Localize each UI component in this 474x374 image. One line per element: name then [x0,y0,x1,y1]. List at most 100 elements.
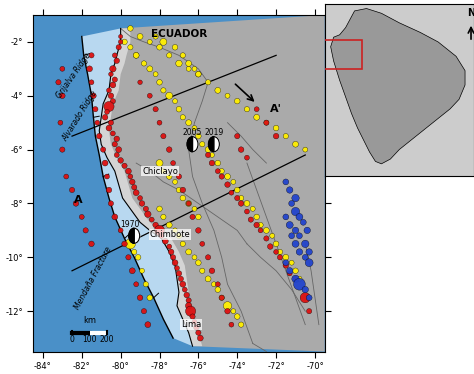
Point [140,308,148,314]
Point [185,200,192,206]
Point [115,44,122,50]
Point [253,222,261,228]
Point [204,276,212,282]
Point [181,286,189,292]
Point [88,241,95,247]
Point [101,160,109,166]
Point [296,281,303,287]
Point [228,190,235,196]
Point [105,187,113,193]
Point [107,200,115,206]
Point [234,98,241,104]
Point [115,147,122,153]
Wedge shape [209,137,214,152]
Point [286,222,293,228]
Point [171,98,179,104]
Point [243,200,251,206]
Point [165,222,173,228]
Point [165,93,173,99]
Point [300,219,307,225]
Point [296,249,303,255]
Point [113,152,120,158]
Point [175,106,182,112]
Point [208,160,216,166]
Point [142,206,150,212]
Point [134,254,142,260]
Point [130,249,138,255]
Point [109,131,117,137]
Point [288,233,295,239]
Point [127,174,134,180]
Text: Chimbote: Chimbote [150,230,191,239]
Point [165,243,173,249]
Point [204,152,212,158]
Point [117,227,125,233]
Point [125,168,132,174]
Point [101,114,109,120]
Point [296,276,303,282]
Polygon shape [82,28,192,346]
Point [199,241,206,247]
Point [125,254,132,260]
Point [144,211,152,217]
Point [218,295,226,301]
Text: 2019: 2019 [204,128,224,137]
Point [263,120,270,126]
Point [301,241,309,247]
Point [263,120,270,126]
Point [155,120,163,126]
Point [152,222,159,228]
Point [282,179,290,185]
Point [59,93,66,99]
Point [128,179,136,185]
Point [111,141,118,147]
Point [109,66,117,72]
Point [171,44,179,50]
Point [179,195,187,201]
Point [165,52,173,58]
Point [152,106,159,112]
Point [185,200,192,206]
Point [234,187,241,193]
Point [142,281,150,287]
Point [272,133,280,139]
Point [175,233,182,239]
Point [107,71,115,77]
Point [282,214,290,220]
Point [175,61,182,67]
Point [237,195,245,201]
Text: Lima: Lima [181,320,201,329]
Point [173,265,181,271]
Circle shape [209,137,219,152]
Point [282,254,290,260]
Point [185,249,192,255]
Point [266,243,274,249]
Point [117,39,125,45]
Point [55,79,62,85]
Point [296,233,303,239]
Point [121,163,128,169]
Point [204,147,212,153]
Point [113,136,120,142]
Point [229,179,237,185]
Point [292,141,300,147]
Point [88,79,95,85]
Point [224,308,231,314]
Point [169,254,177,260]
Point [160,168,167,174]
Text: 1970: 1970 [121,220,140,229]
Polygon shape [99,15,325,352]
Point [130,184,138,190]
Point [204,79,212,85]
Point [63,174,70,180]
Point [128,268,136,274]
Point [146,93,154,99]
Point [194,133,202,139]
Point [234,195,241,201]
Point [158,233,165,239]
Point [224,303,231,309]
Point [146,295,154,301]
Point [199,268,206,274]
Point [234,313,241,319]
Point [237,322,245,328]
